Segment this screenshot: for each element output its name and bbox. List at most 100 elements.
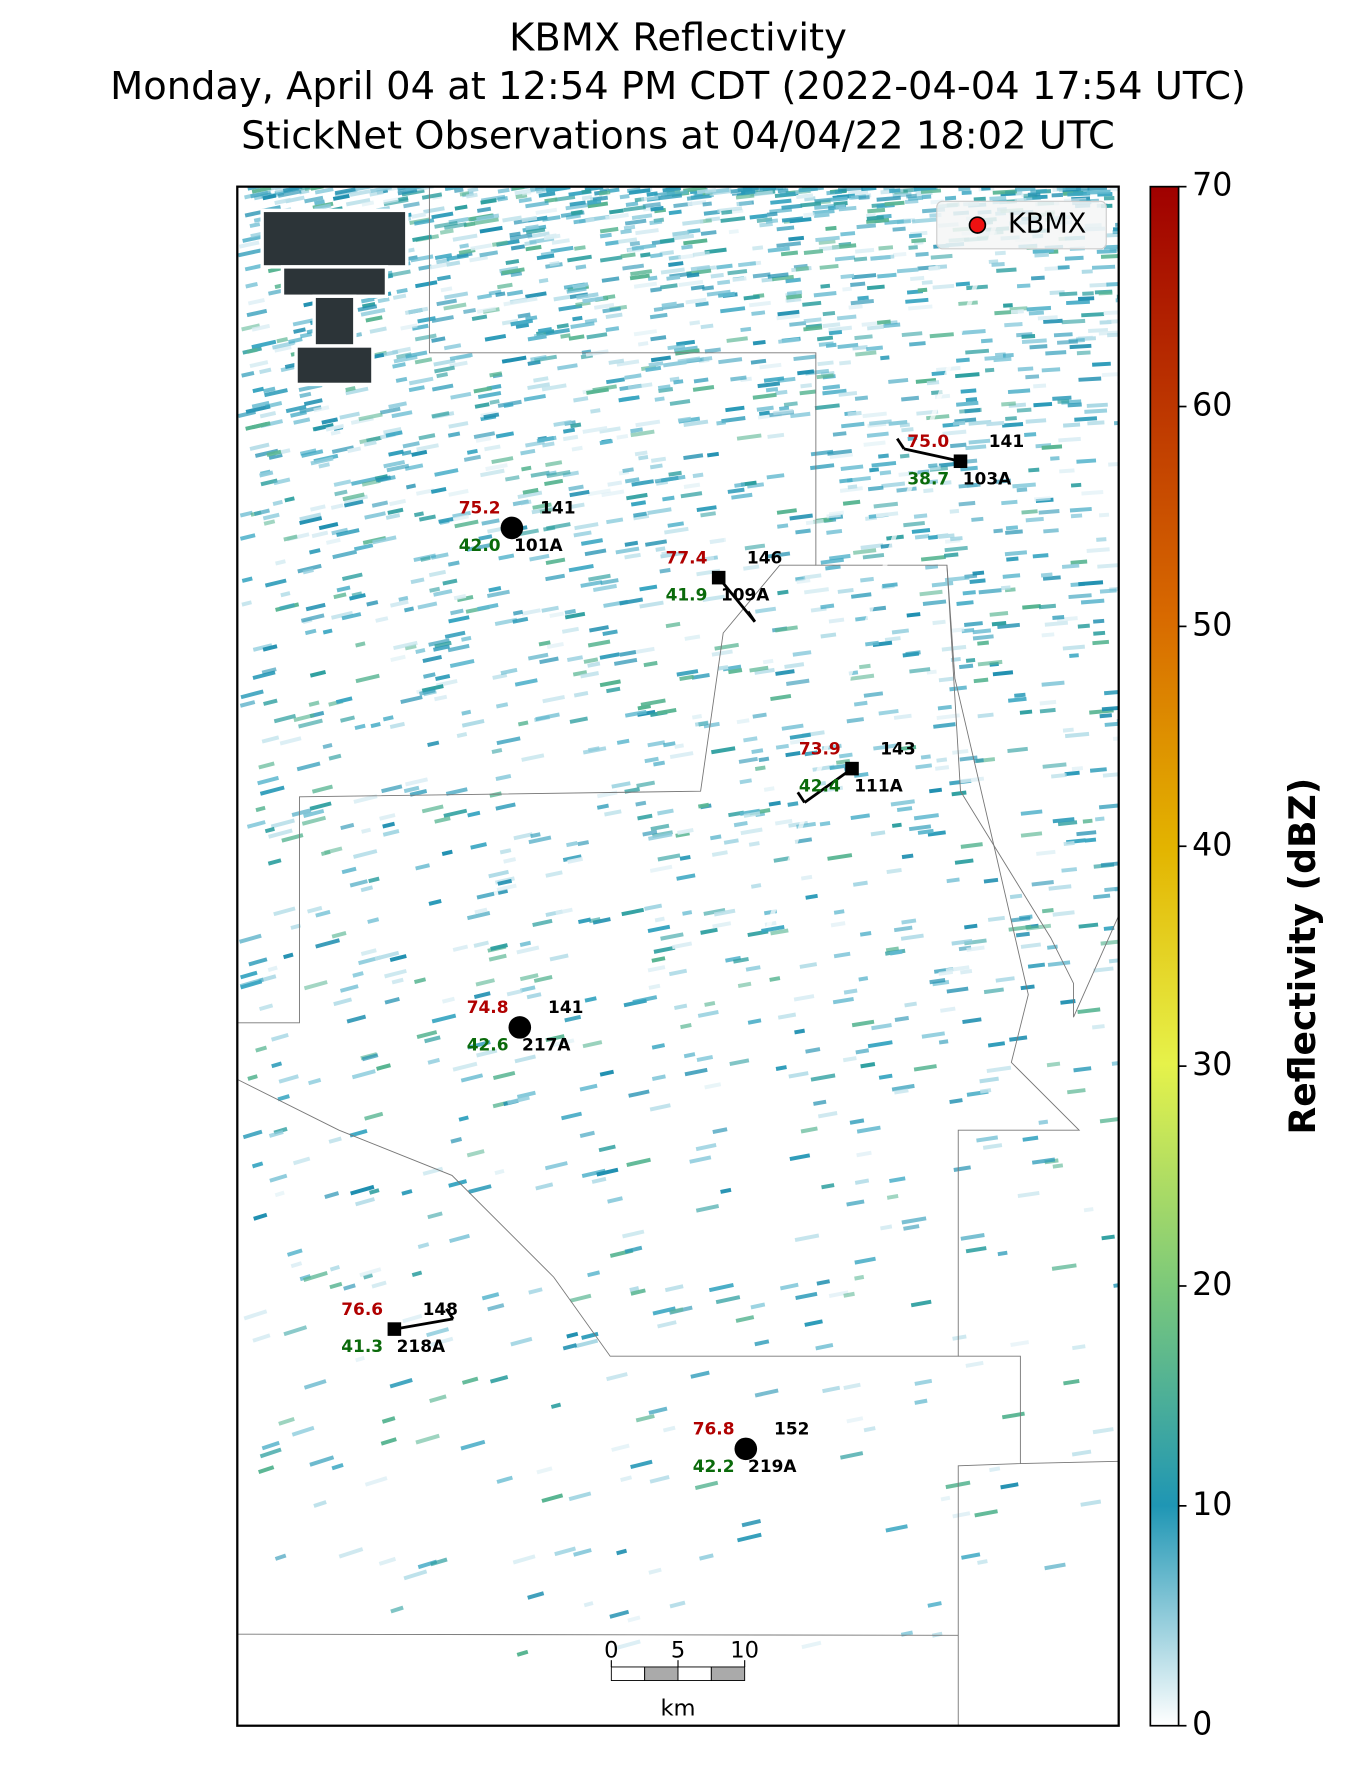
radar-gate	[537, 327, 553, 334]
radar-gate	[910, 275, 925, 282]
radar-gate	[1101, 705, 1119, 712]
radar-gate	[360, 296, 375, 304]
radar-gate	[1008, 924, 1032, 932]
radar-gate	[304, 628, 317, 636]
radar-gate	[644, 756, 659, 764]
radar-gate	[1077, 623, 1090, 629]
radar-gate	[886, 867, 902, 875]
radar-gate	[309, 548, 321, 555]
radar-gate	[979, 1076, 999, 1084]
radar-gate	[901, 395, 920, 402]
radar-gate	[1030, 188, 1047, 194]
radar-gate	[1098, 803, 1119, 810]
radar-gate	[445, 787, 468, 796]
radar-gate	[855, 1048, 870, 1055]
scale-unit: km	[660, 1695, 695, 1721]
radar-gate	[681, 244, 693, 250]
radar-gate	[721, 416, 746, 424]
radar-gate	[888, 377, 909, 384]
radar-gate	[737, 1532, 762, 1543]
radar-gate	[616, 433, 629, 440]
radar-gate	[972, 634, 994, 641]
radar-gate	[749, 665, 769, 673]
radar-gate	[1020, 809, 1043, 816]
radar-gate	[314, 187, 334, 195]
radar-gate	[1118, 191, 1119, 196]
radar-gate	[546, 522, 571, 531]
radar-gate	[1103, 195, 1115, 201]
radar-gate	[391, 410, 413, 419]
radar-gate	[686, 193, 712, 201]
radar-gate	[583, 1601, 594, 1608]
radar-gate	[1083, 1207, 1094, 1213]
radar-gate	[446, 260, 461, 267]
radar-gate	[852, 345, 868, 351]
radar-gate	[789, 513, 813, 521]
radar-gate	[360, 307, 386, 317]
radar-gate	[728, 668, 743, 675]
radar-gate	[495, 702, 509, 709]
radar-gate	[956, 600, 974, 606]
radar-gate	[491, 240, 509, 247]
radar-gate	[757, 381, 781, 389]
radar-gate	[1071, 1449, 1092, 1457]
radar-gate	[274, 1190, 285, 1198]
radar-gate	[761, 925, 785, 933]
radar-gate	[1005, 529, 1023, 535]
radar-gate	[572, 315, 583, 322]
radar-gate	[917, 287, 928, 293]
radar-gate	[648, 1567, 662, 1575]
radar-gate	[733, 821, 748, 828]
radar-gate	[616, 738, 630, 745]
dewpoint: 41.3	[341, 1336, 383, 1356]
radar-gate	[937, 704, 952, 711]
radar-gate	[419, 688, 436, 696]
radar-gate	[484, 334, 507, 342]
radar-gate	[743, 736, 758, 743]
radar-gate	[340, 715, 356, 723]
temperature: 73.9	[799, 738, 841, 758]
radar-gate	[259, 367, 272, 375]
radar-gate	[443, 302, 467, 311]
radar-gate	[1057, 265, 1070, 270]
radar-gate	[335, 696, 353, 705]
radar-gate	[908, 824, 932, 832]
radar-gate	[555, 907, 573, 916]
radar-gate	[767, 272, 789, 279]
radar-gate	[328, 753, 342, 761]
radar-gate	[863, 1426, 876, 1433]
radar-gate	[770, 198, 792, 205]
radar-gate	[339, 984, 359, 993]
radar-gate	[339, 411, 360, 420]
radar-gate	[884, 200, 905, 207]
radar-gate	[692, 472, 704, 479]
radar-gate	[527, 231, 550, 239]
radar-gate	[237, 248, 262, 258]
radar-gate	[869, 419, 892, 426]
radar-gate	[544, 1161, 568, 1171]
radar-gate	[605, 326, 620, 333]
radar-gate	[432, 644, 450, 652]
radar-spike	[766, 225, 997, 928]
radar-gate	[293, 327, 306, 334]
radar-gate	[478, 534, 493, 541]
radar-gate	[410, 254, 434, 263]
radar-gate	[569, 200, 586, 207]
radar-gate	[434, 253, 453, 260]
radar-gate	[832, 996, 854, 1005]
boundary	[1020, 1460, 1119, 1465]
radar-gate	[497, 187, 510, 194]
scale-tick-label: 5	[671, 1638, 685, 1664]
radar-gate	[725, 955, 742, 963]
radar-gate	[466, 910, 491, 921]
radar-gate	[780, 250, 799, 257]
radar-gate	[517, 720, 529, 727]
radar-gate	[592, 917, 611, 925]
radar-gate	[921, 194, 932, 200]
radar-gate	[1066, 299, 1090, 306]
radar-gate	[411, 212, 426, 219]
radar-gate	[266, 449, 282, 457]
radar-gate	[290, 923, 301, 930]
radar-gate	[240, 970, 258, 980]
radar-gate	[574, 1338, 599, 1349]
